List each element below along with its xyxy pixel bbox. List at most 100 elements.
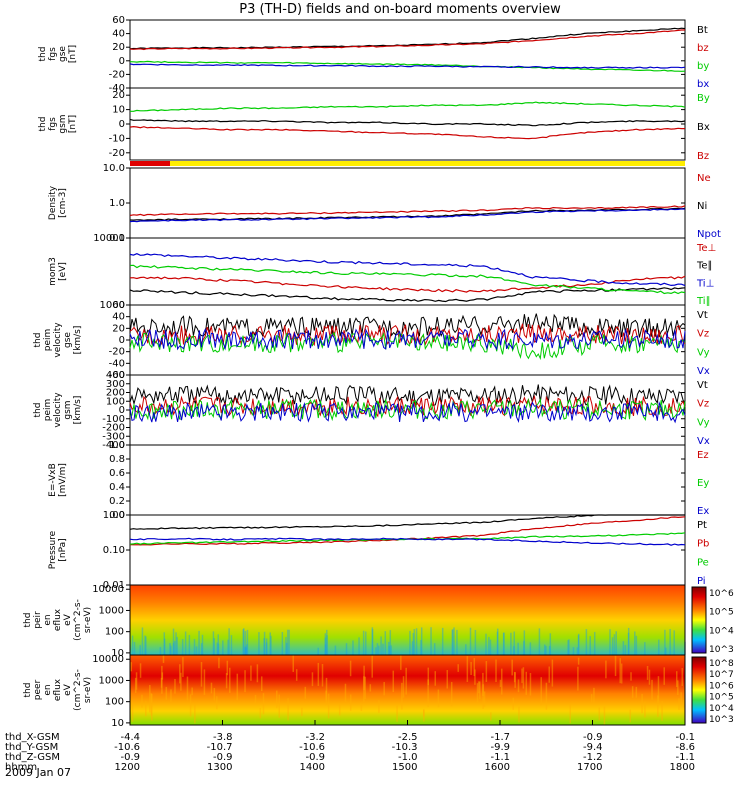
legend-label: Pb bbox=[697, 539, 709, 550]
spectrogram-streak bbox=[371, 627, 374, 655]
legend-label: Bz bbox=[697, 151, 709, 162]
spectrogram-streak bbox=[228, 628, 230, 655]
spectrogram-streak bbox=[620, 663, 623, 684]
y-tick-label: 0 bbox=[119, 405, 125, 416]
spectrogram-streak bbox=[193, 639, 196, 655]
spectrogram-streak bbox=[175, 632, 177, 655]
spectrogram-streak bbox=[160, 677, 163, 688]
spectrogram-streak bbox=[388, 641, 390, 655]
spectrogram-streak bbox=[629, 709, 632, 723]
spectrogram-streak bbox=[163, 632, 166, 655]
spectrogram-streak bbox=[499, 679, 502, 688]
legend-label: Te⊥ bbox=[696, 243, 716, 254]
spectrogram-streak bbox=[657, 695, 659, 717]
legend-label: Ey bbox=[697, 478, 709, 489]
y-tick-label: -60 bbox=[109, 370, 125, 381]
x-tick-label: -1.1 bbox=[675, 752, 695, 763]
panel-ylabel: thd bbox=[23, 613, 33, 628]
panel-ylabel: thd bbox=[38, 47, 48, 62]
y-tick-label: 0 bbox=[119, 335, 125, 346]
panel-ylabel: thd bbox=[33, 403, 43, 418]
spectrogram-streak bbox=[216, 696, 218, 710]
y-tick-label: 100 bbox=[105, 627, 124, 638]
spectrogram-streak bbox=[288, 629, 290, 655]
y-tick-label: 20 bbox=[112, 42, 125, 53]
spectrogram-streak bbox=[159, 647, 162, 655]
x-tick-label: -0.9 bbox=[213, 752, 233, 763]
spectrogram-streak bbox=[430, 627, 432, 655]
series-line-vy bbox=[129, 331, 686, 361]
panel-ylabel: peer bbox=[33, 679, 43, 700]
spectrogram-streak bbox=[246, 644, 248, 655]
x-tick-label: -1.2 bbox=[583, 752, 603, 763]
spectrogram-streak bbox=[482, 684, 484, 709]
spectrogram-streak bbox=[572, 647, 575, 655]
spectrogram-streak bbox=[517, 642, 519, 655]
legend-label: bz bbox=[697, 43, 709, 54]
panel-ylabel: gse bbox=[58, 46, 68, 62]
y-tick-label: 60 bbox=[112, 15, 125, 26]
spectrogram-streak bbox=[548, 646, 551, 655]
panel-ylabel: thd bbox=[23, 683, 33, 698]
panel-ylabel: fgs bbox=[48, 47, 58, 61]
spectrogram-streak bbox=[400, 655, 402, 670]
spectrogram-streak bbox=[245, 647, 247, 655]
series-line-te bbox=[129, 287, 686, 303]
x-tick-label: -10.7 bbox=[207, 742, 233, 753]
spectrogram-streak bbox=[265, 638, 268, 655]
spectrogram-streak bbox=[194, 703, 196, 724]
spectrogram-streak bbox=[474, 669, 476, 685]
series-line-te bbox=[129, 275, 686, 293]
spectrogram-streak bbox=[420, 627, 423, 655]
spectrogram-streak bbox=[502, 632, 505, 655]
spectrogram-streak bbox=[609, 629, 611, 655]
y-tick-label: -100 bbox=[102, 414, 125, 425]
spectrogram-streak bbox=[619, 658, 621, 684]
spectrogram-streak bbox=[469, 627, 472, 655]
y-tick-label: 0.01 bbox=[103, 580, 125, 591]
spectrogram-streak bbox=[365, 631, 367, 655]
series-line-vt bbox=[129, 384, 686, 406]
panel-ylabel: eV bbox=[63, 613, 73, 626]
panel-ylabel: [nT] bbox=[68, 115, 78, 133]
spectrogram-streak bbox=[627, 627, 630, 655]
spectrogram-streak bbox=[216, 642, 219, 655]
spectrogram-streak bbox=[260, 676, 263, 692]
panel-3: Density [cm-3] 10.0 1.0 0.1 Ne Ni Npot bbox=[48, 163, 721, 244]
series-line-by bbox=[129, 60, 686, 72]
spectrogram-streak bbox=[489, 639, 492, 655]
legend-label: Pe bbox=[697, 557, 709, 568]
spectrogram-streak bbox=[496, 628, 499, 655]
series-line-ne bbox=[129, 205, 686, 217]
spectrogram-streak bbox=[321, 664, 324, 687]
x-tick-label: 1600 bbox=[485, 762, 510, 773]
spectrogram-streak bbox=[390, 645, 392, 655]
spectrogram-streak bbox=[514, 672, 516, 688]
x-axis-table: thd_X-GSM -4.4 -3.8 -3.2 -2.5 -1.7 -0.9 -0.1 thd… bbox=[5, 720, 695, 773]
spectrogram-streak bbox=[338, 703, 341, 716]
x-tick-label: -8.6 bbox=[675, 742, 695, 753]
spectrogram-streak bbox=[200, 643, 203, 655]
spectrogram-streak bbox=[254, 694, 257, 704]
legend-label: Vt bbox=[697, 380, 708, 391]
spectrogram-streak bbox=[577, 635, 580, 655]
series-line-vt bbox=[129, 313, 686, 339]
series-line-vx bbox=[129, 328, 686, 351]
y-tick-label: 0.6 bbox=[109, 468, 125, 479]
spectrogram-streak bbox=[677, 680, 679, 696]
spectrogram-streak bbox=[466, 656, 469, 682]
spectrogram-streak bbox=[217, 634, 220, 655]
x-tick-label: -0.9 bbox=[120, 752, 140, 763]
spectrogram-streak bbox=[681, 668, 683, 686]
x-tick-label: 1300 bbox=[207, 762, 232, 773]
y-tick-label: 200 bbox=[106, 388, 125, 399]
spectrogram-streak bbox=[172, 642, 175, 655]
spectrogram-streak bbox=[576, 647, 579, 655]
spectrogram-streak bbox=[613, 634, 616, 655]
series-line-bx bbox=[129, 63, 686, 69]
y-tick-label: 10 bbox=[112, 105, 125, 116]
x-row-label: thd_Z-GSM bbox=[5, 752, 60, 763]
y-tick-label: 0 bbox=[119, 56, 125, 67]
spectrogram-streak bbox=[262, 693, 265, 715]
y-tick-label: 10000 bbox=[92, 654, 124, 665]
